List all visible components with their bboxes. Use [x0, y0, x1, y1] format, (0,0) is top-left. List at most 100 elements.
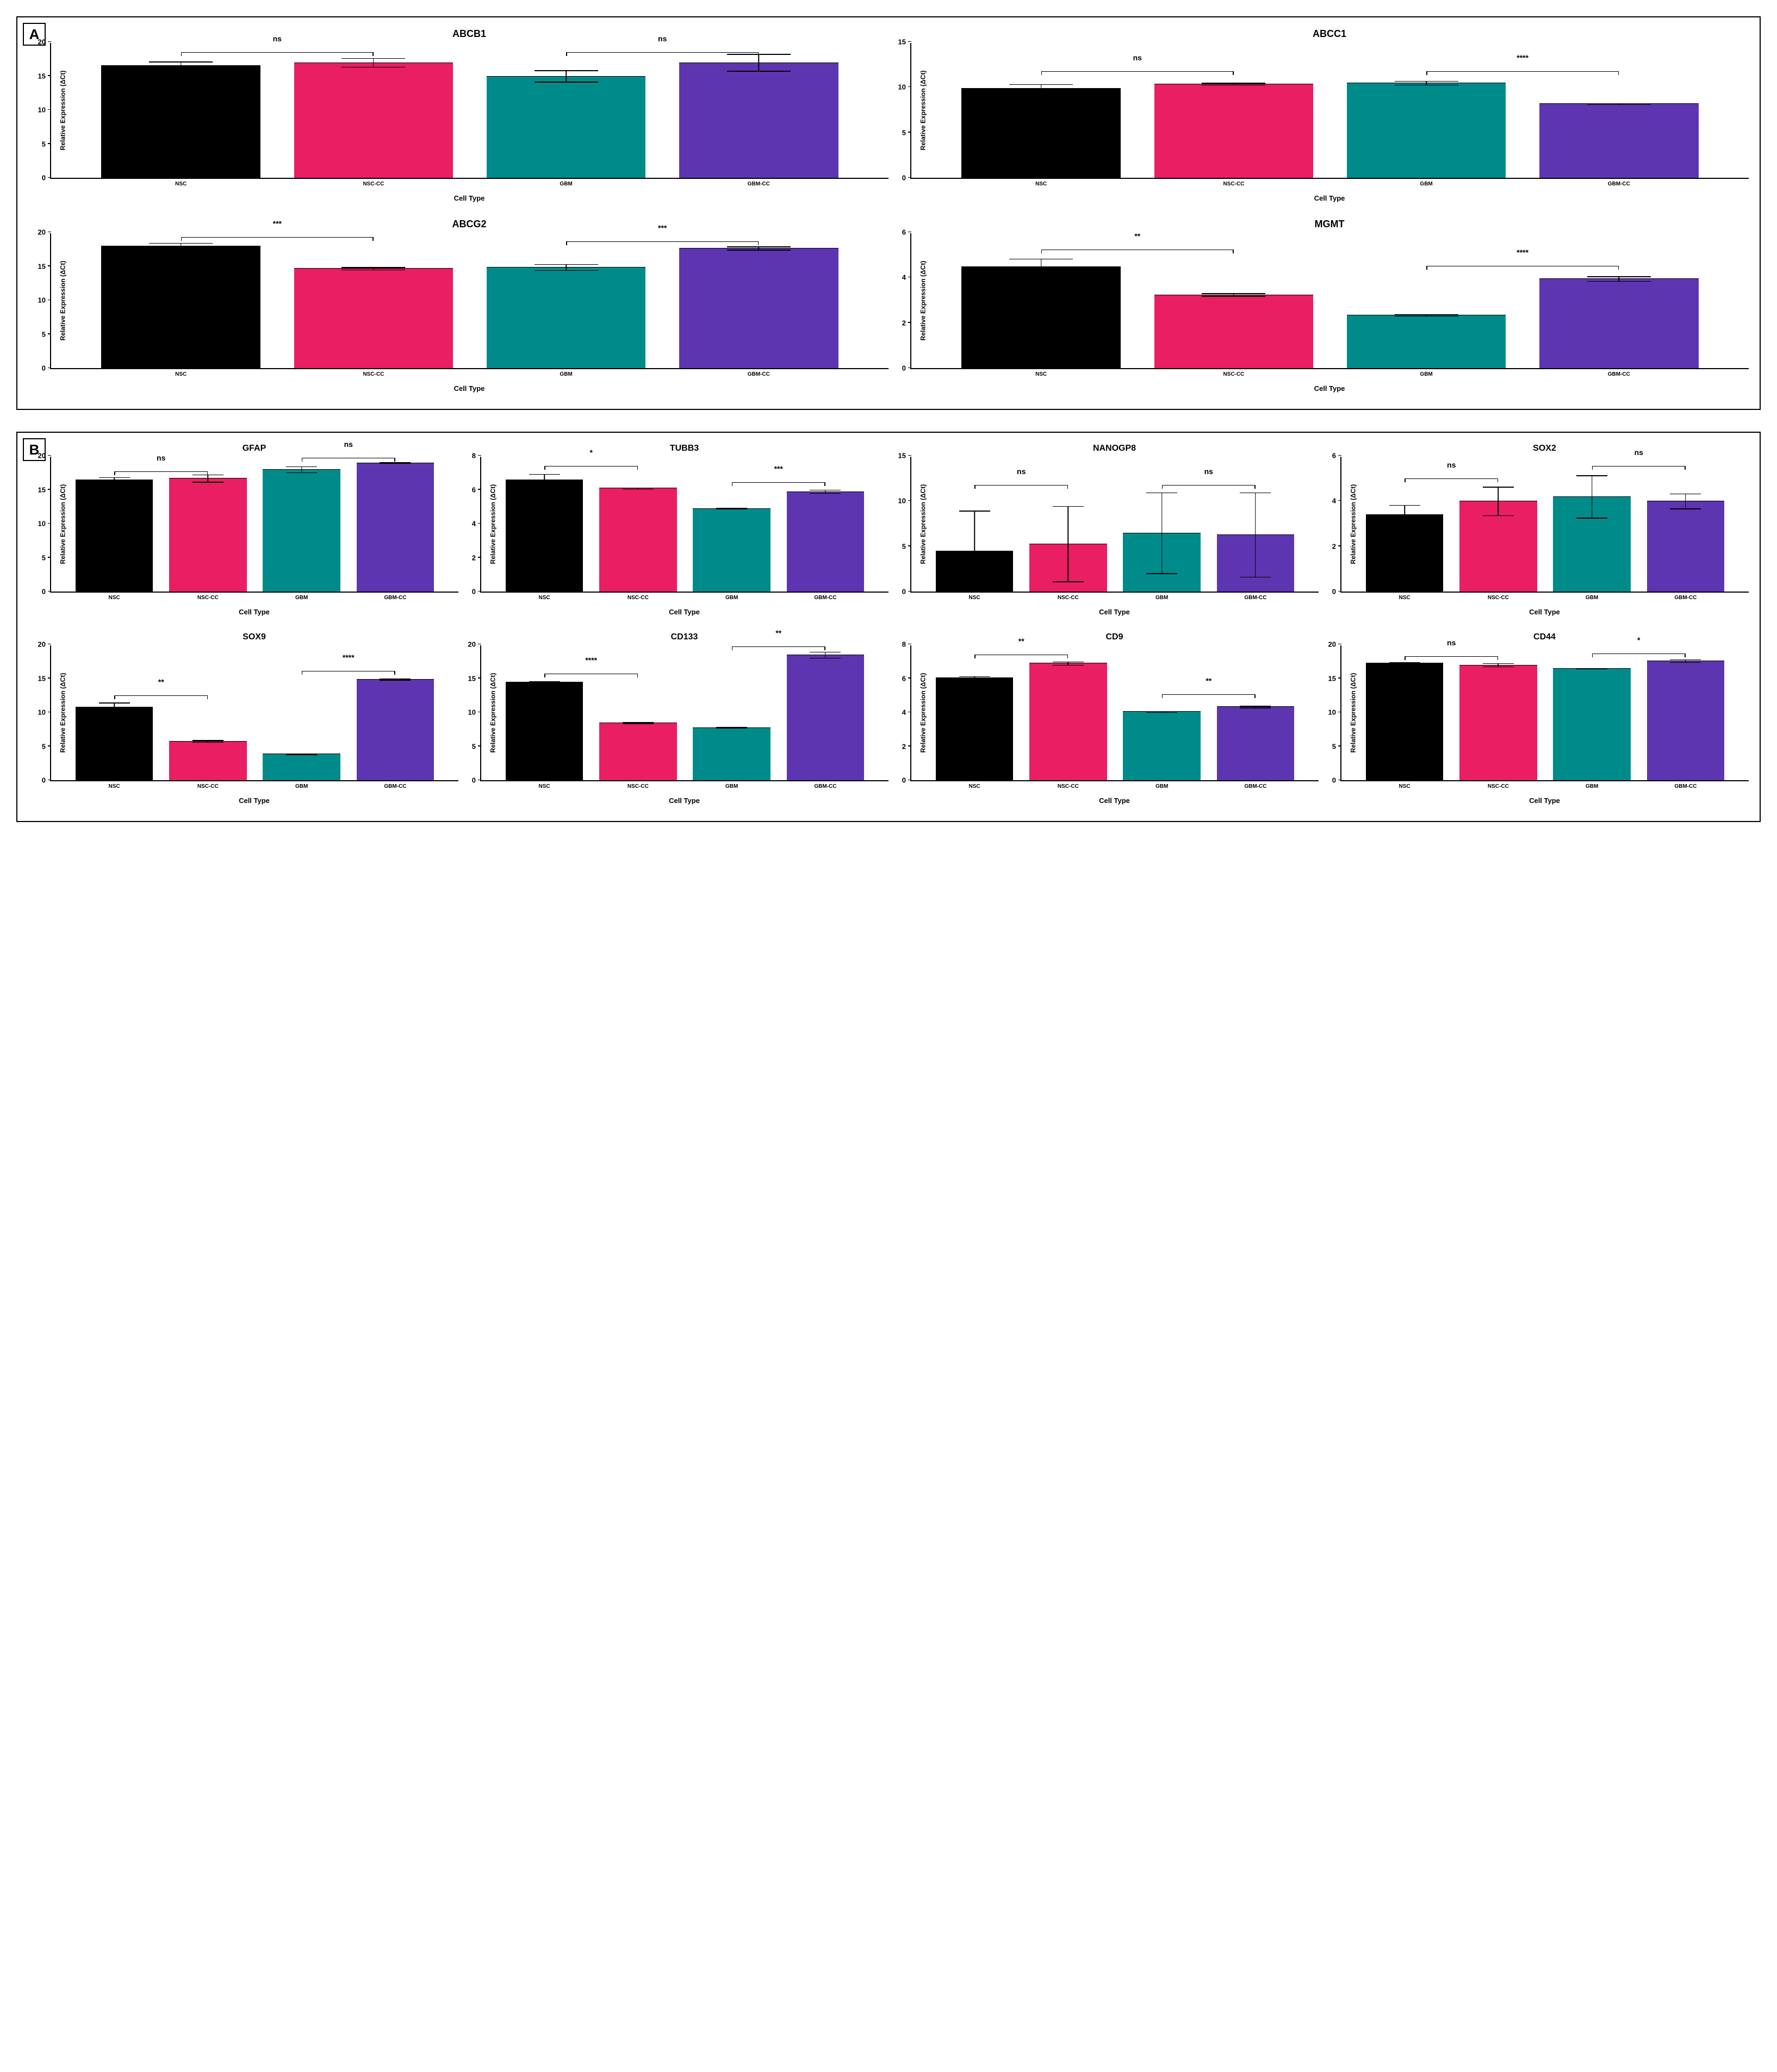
x-tick-label: GBM — [725, 595, 738, 601]
y-tick — [48, 455, 51, 456]
y-tick-label: 20 — [38, 228, 46, 237]
chart-title: ABCG2 — [50, 219, 888, 230]
error-cap — [1146, 712, 1177, 713]
bar — [1347, 83, 1506, 178]
error-bar — [566, 70, 567, 83]
y-tick — [908, 455, 911, 456]
significance-label: **** — [585, 656, 597, 664]
significance-label: **** — [1517, 248, 1529, 257]
significance-label: ** — [1134, 232, 1140, 240]
x-tick-label: NSC-CC — [1058, 783, 1079, 789]
x-tick-label: GBM-CC — [814, 595, 836, 601]
y-axis-label: Relative Expression (ΔCt) — [489, 673, 496, 753]
y-tick-label: 5 — [42, 330, 46, 338]
significance-label: ns — [1133, 53, 1142, 62]
error-cap — [99, 702, 130, 704]
error-bar — [974, 511, 975, 592]
error-cap — [535, 270, 598, 271]
y-tick-label: 0 — [902, 174, 906, 182]
y-tick-label: 0 — [42, 588, 46, 596]
y-tick — [478, 489, 481, 490]
error-cap — [529, 682, 560, 683]
y-axis-label: Relative Expression (ΔCt) — [59, 261, 66, 341]
bar — [679, 248, 838, 368]
significance-label: ** — [158, 677, 164, 686]
error-cap — [1240, 707, 1271, 708]
x-axis-label: Cell Type — [480, 608, 888, 616]
x-tick-label: GBM — [1155, 595, 1168, 601]
y-tick-label: 5 — [1332, 742, 1336, 750]
error-bar — [1068, 506, 1069, 582]
chart-title: ABCC1 — [910, 28, 1749, 40]
x-tick-label: NSC-CC — [363, 181, 384, 187]
error-cap — [727, 250, 791, 251]
y-axis-label: Relative Expression (ΔCt) — [919, 261, 927, 341]
error-cap — [149, 249, 213, 250]
bar — [1347, 315, 1506, 368]
chart-title: CD9 — [910, 632, 1319, 642]
error-bar — [1255, 493, 1256, 578]
y-tick — [908, 591, 911, 592]
error-cap — [1053, 662, 1084, 663]
y-tick-label: 10 — [898, 497, 906, 505]
y-tick — [478, 523, 481, 524]
bar — [787, 491, 864, 592]
y-tick — [48, 557, 51, 558]
error-cap — [623, 489, 654, 490]
plot-area: Relative Expression (ΔCt)051015NSCNSC-CC… — [910, 457, 1319, 593]
y-tick — [908, 232, 911, 233]
bar — [1539, 103, 1699, 178]
chart-title: TUBB3 — [480, 444, 888, 453]
error-cap — [149, 61, 213, 63]
y-tick — [478, 712, 481, 713]
bar — [101, 65, 260, 178]
significance-label: ns — [658, 34, 667, 43]
error-cap — [1389, 663, 1420, 664]
error-cap — [1009, 274, 1073, 275]
chart: CD133Relative Expression (ΔCt)05101520NS… — [480, 632, 888, 805]
bar — [1539, 278, 1699, 368]
error-cap — [1146, 493, 1177, 494]
x-axis-label: Cell Type — [910, 384, 1749, 393]
chart: CD9Relative Expression (ΔCt)02468NSCNSC-… — [910, 632, 1319, 805]
y-tick-label: 20 — [38, 452, 46, 460]
y-tick-label: 20 — [1328, 640, 1336, 649]
y-axis-label: Relative Expression (ΔCt) — [1349, 673, 1357, 753]
x-tick-label: NSC-CC — [1223, 371, 1244, 377]
y-axis-label: Relative Expression (ΔCt) — [59, 673, 66, 753]
x-tick-label: NSC — [1399, 783, 1411, 789]
x-tick-label: GBM — [1586, 783, 1598, 789]
error-cap — [99, 477, 130, 478]
y-tick — [48, 712, 51, 713]
chart-row: GFAPRelative Expression (ΔCt)05101520NSC… — [50, 444, 1749, 616]
error-bar — [1161, 493, 1163, 574]
y-tick-label: 4 — [472, 520, 476, 528]
y-tick — [48, 745, 51, 746]
error-cap — [149, 69, 213, 70]
error-cap — [1202, 83, 1265, 84]
error-cap — [99, 482, 130, 483]
x-tick-label: GBM-CC — [384, 783, 406, 789]
y-tick — [1338, 455, 1341, 456]
error-cap — [1576, 518, 1607, 519]
error-bar — [1685, 494, 1686, 509]
error-cap — [959, 676, 990, 677]
x-tick-label: GBM — [295, 595, 308, 601]
chart: NANOGP8Relative Expression (ΔCt)051015NS… — [910, 444, 1319, 616]
y-axis-label: Relative Expression (ΔCt) — [489, 484, 496, 564]
bar — [679, 63, 838, 178]
y-tick — [478, 455, 481, 456]
error-cap — [1146, 573, 1177, 574]
bar — [76, 480, 153, 592]
error-cap — [1202, 296, 1265, 297]
y-tick — [908, 500, 911, 501]
x-tick-label: NSC — [1399, 595, 1411, 601]
x-axis-label: Cell Type — [910, 608, 1319, 616]
y-tick-label: 15 — [38, 72, 46, 80]
x-tick-label: NSC — [1035, 371, 1047, 377]
y-tick — [48, 41, 51, 42]
y-tick-label: 0 — [42, 364, 46, 372]
y-tick — [1338, 545, 1341, 546]
bar — [1123, 533, 1200, 592]
y-tick-label: 5 — [42, 742, 46, 750]
